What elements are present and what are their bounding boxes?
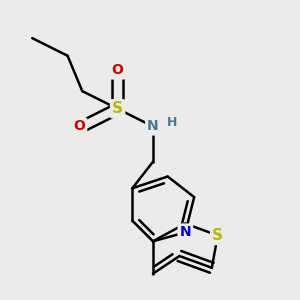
Text: O: O (112, 64, 124, 77)
Text: N: N (179, 225, 191, 239)
Text: S: S (212, 228, 223, 243)
Text: N: N (147, 119, 159, 134)
Text: S: S (112, 101, 123, 116)
Text: O: O (74, 119, 85, 134)
Text: H: H (167, 116, 177, 128)
